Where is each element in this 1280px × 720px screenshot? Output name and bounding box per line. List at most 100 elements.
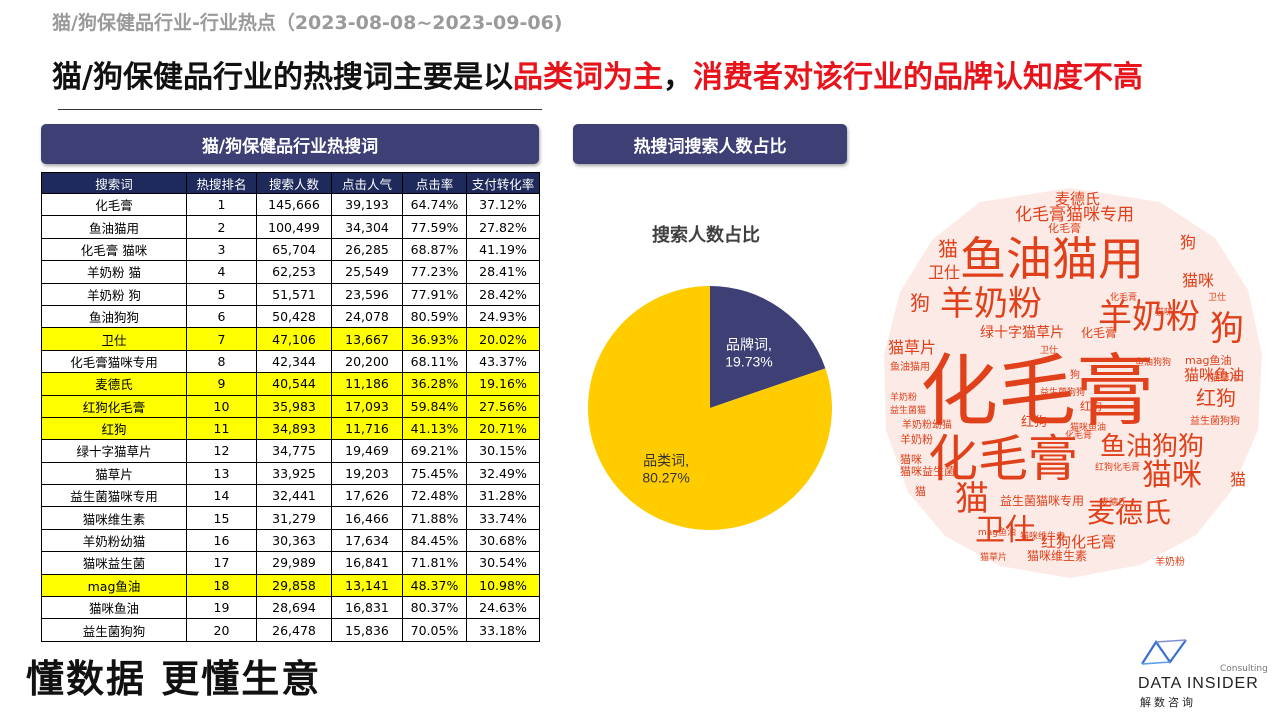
word-cloud-word: 羊奶粉	[900, 432, 933, 446]
pie-chart-title: 搜索人数占比	[652, 225, 760, 246]
table-row: 益生菌狗狗 20 26,478 15,836 70.05% 33.18%	[41, 618, 540, 642]
table-cell-searchers: 32,441	[256, 484, 332, 508]
word-cloud-word: 猫咪	[1155, 306, 1173, 318]
column-header: 点击人气	[331, 172, 403, 194]
table-cell-click-pop: 15,836	[331, 618, 403, 642]
table-cell-searchers: 30,363	[256, 528, 332, 553]
table-row: 卫仕 7 47,106 13,667 36.93% 20.02%	[41, 327, 540, 351]
table-cell-conv: 10.98%	[466, 573, 540, 598]
word-cloud-word: 麦德氏	[1100, 496, 1127, 508]
table-cell-rank: 9	[186, 372, 257, 396]
table-cell-term: 益生菌狗狗	[41, 618, 187, 642]
table-cell-term: 鱼油猫用	[41, 215, 187, 239]
table-cell-conv: 19.16%	[466, 372, 540, 396]
pie-slice-value: 80.27%	[642, 470, 689, 486]
table-cell-searchers: 50,428	[256, 304, 332, 329]
table-cell-ctr: 36.28%	[402, 372, 467, 396]
table-cell-conv: 30.54%	[466, 551, 540, 575]
table-cell-conv: 27.56%	[466, 394, 540, 418]
table-cell-ctr: 48.37%	[402, 573, 467, 598]
table-cell-term: 化毛膏	[41, 192, 187, 217]
table-cell-ctr: 41.13%	[402, 416, 467, 441]
table-cell-searchers: 47,106	[256, 327, 332, 351]
table-cell-click-pop: 19,203	[331, 461, 403, 486]
table-cell-rank: 10	[186, 394, 257, 418]
table-cell-term: 红狗	[41, 416, 187, 441]
table-cell-term: 红狗化毛膏	[41, 394, 187, 418]
table-cell-click-pop: 13,667	[331, 327, 403, 351]
table-cell-searchers: 28,694	[256, 596, 332, 620]
pie-slice-1	[588, 286, 832, 530]
table-cell-rank: 15	[186, 506, 257, 530]
column-header: 搜索词	[41, 172, 187, 194]
table-cell-click-pop: 16,466	[331, 506, 403, 530]
table-cell-rank: 18	[186, 573, 257, 598]
word-cloud-word: 狗	[1210, 309, 1244, 349]
table-cell-ctr: 68.11%	[402, 349, 467, 374]
table-cell-searchers: 51,571	[256, 282, 332, 306]
table-cell-term: 羊奶粉 狗	[41, 282, 187, 306]
pie-slice-0	[710, 286, 826, 408]
table-cell-rank: 20	[186, 618, 257, 642]
table-cell-searchers: 35,983	[256, 394, 332, 418]
table-row: 红狗化毛膏 10 35,983 17,093 59.84% 27.56%	[41, 394, 540, 418]
table-cell-ctr: 71.88%	[402, 506, 467, 530]
table-row: 绿十字猫草片 12 34,775 19,469 69.21% 30.15%	[41, 439, 540, 463]
table-cell-conv: 24.63%	[466, 596, 540, 620]
table-row: 益生菌猫咪专用 14 32,441 17,626 72.48% 31.28%	[41, 484, 540, 508]
table-cell-click-pop: 17,626	[331, 484, 403, 508]
pie-slice-label: 品牌词,	[726, 336, 772, 352]
logo-name: DATA INSIDER	[1138, 675, 1259, 692]
table-cell-searchers: 100,499	[256, 215, 332, 239]
word-cloud-word: 卫仕	[1040, 344, 1058, 356]
word-cloud-word: 化毛膏	[928, 430, 1078, 488]
table-cell-searchers: 145,666	[256, 192, 332, 217]
share-panel-header: 热搜词搜索人数占比	[573, 124, 847, 164]
table-cell-click-pop: 13,141	[331, 573, 403, 598]
word-cloud-word: 猫咪益生菌	[900, 464, 955, 478]
word-cloud-word: 化毛膏	[1048, 221, 1081, 235]
word-cloud-word: mag鱼油	[1185, 353, 1231, 367]
table-cell-searchers: 62,253	[256, 260, 332, 284]
table-cell-click-pop: 39,193	[331, 192, 403, 217]
table-cell-searchers: 65,704	[256, 237, 332, 262]
word-cloud-word: 红狗	[1196, 386, 1236, 410]
table-cell-ctr: 70.05%	[402, 618, 467, 642]
word-cloud-word: 鱼油猫用	[960, 232, 1144, 286]
table-row: 鱼油狗狗 6 50,428 24,078 80.59% 24.93%	[41, 304, 540, 329]
word-cloud-word: 卫仕	[928, 263, 960, 282]
table-cell-rank: 4	[186, 260, 257, 284]
word-cloud-word: 红狗化毛膏	[1041, 533, 1116, 551]
word-cloud-word: 猫	[938, 237, 958, 261]
table-cell-searchers: 31,279	[256, 506, 332, 530]
word-cloud-word: mag鱼油	[978, 526, 1016, 538]
table-row: 化毛膏 1 145,666 39,193 64.74% 37.12%	[41, 192, 540, 217]
word-cloud-word: 化毛膏	[920, 347, 1154, 437]
table-cell-searchers: 29,858	[256, 573, 332, 598]
table-row: 羊奶粉幼猫 16 30,363 17,634 84.45% 30.68%	[41, 528, 540, 553]
table-cell-rank: 19	[186, 596, 257, 620]
table-cell-ctr: 77.91%	[402, 282, 467, 306]
word-cloud-word: 绿十字猫草片	[980, 325, 1064, 341]
table-cell-click-pop: 16,841	[331, 551, 403, 575]
table-cell-click-pop: 17,093	[331, 394, 403, 418]
word-cloud-word: 猫	[955, 479, 989, 519]
word-cloud-word: 猫	[1230, 470, 1246, 489]
word-cloud-word: 益生菌狗狗	[1040, 386, 1085, 398]
word-cloud-word: 羊奶粉	[940, 284, 1042, 324]
headline-highlight-2: 消费者对该行业的品牌认知度不高	[692, 60, 1143, 95]
table-cell-click-pop: 25,549	[331, 260, 403, 284]
table-cell-rank: 7	[186, 327, 257, 351]
word-cloud-word: 猫咪维生素	[1027, 549, 1087, 563]
column-header: 支付转化率	[466, 172, 540, 194]
table-cell-rank: 17	[186, 551, 257, 575]
word-cloud-word: 麦德氏	[1055, 190, 1100, 208]
table-cell-conv: 33.18%	[466, 618, 540, 642]
table-cell-click-pop: 19,469	[331, 439, 403, 463]
word-cloud-word: 卫仕	[1208, 291, 1226, 303]
table-cell-ctr: 69.21%	[402, 439, 467, 463]
pie-slice-value: 19.73%	[725, 353, 772, 369]
table-cell-click-pop: 11,716	[331, 416, 403, 441]
hot-terms-panel-header: 猫/狗保健品行业热搜词	[41, 124, 539, 164]
